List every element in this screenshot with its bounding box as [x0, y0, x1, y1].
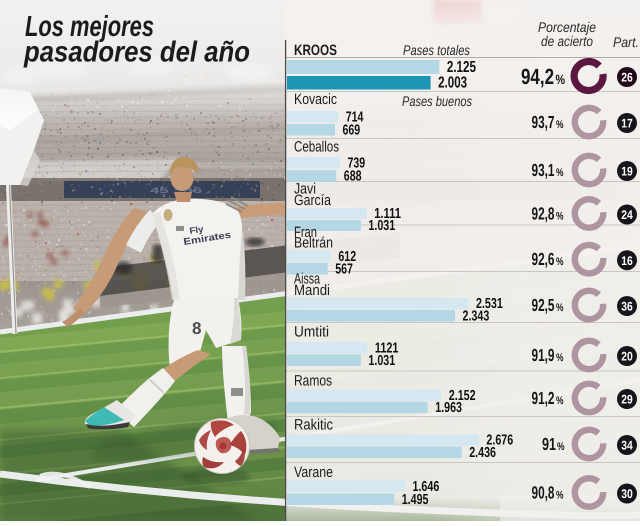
svg-text:45 : 36: 45 : 36: [150, 186, 203, 195]
svg-text:93,1: 93,1: [532, 160, 555, 180]
svg-text:2.125: 2.125: [447, 59, 476, 76]
svg-text:Varane: Varane: [294, 464, 333, 481]
svg-text:Pases buenos: Pases buenos: [402, 93, 472, 109]
svg-text:%: %: [556, 352, 564, 364]
svg-text:%: %: [556, 211, 564, 223]
svg-text:91: 91: [542, 434, 556, 454]
svg-text:688: 688: [344, 169, 362, 185]
svg-text:92,5: 92,5: [532, 295, 555, 315]
svg-text:de acierto: de acierto: [541, 33, 593, 49]
svg-text:8: 8: [192, 319, 201, 338]
svg-text:30: 30: [621, 487, 633, 501]
svg-text:93,7: 93,7: [532, 112, 555, 132]
svg-text:2.343: 2.343: [463, 309, 490, 325]
svg-text:17: 17: [621, 117, 633, 131]
svg-text:KROOS: KROOS: [294, 42, 337, 59]
svg-text:Fly: Fly: [189, 224, 204, 236]
svg-text:19: 19: [621, 165, 633, 179]
svg-text:34: 34: [621, 439, 633, 453]
svg-text:%: %: [556, 395, 564, 407]
svg-text:1.646: 1.646: [413, 479, 440, 495]
svg-text:2.436: 2.436: [469, 445, 496, 461]
svg-text:36: 36: [621, 300, 633, 314]
svg-text:2.152: 2.152: [449, 388, 476, 404]
svg-text:%: %: [556, 490, 564, 502]
svg-text:Rakitic: Rakitic: [294, 417, 333, 434]
svg-text:1.495: 1.495: [402, 492, 429, 508]
svg-text:%: %: [556, 167, 564, 179]
svg-text:%: %: [556, 72, 566, 87]
svg-text:94,2: 94,2: [521, 64, 554, 89]
svg-text:739: 739: [348, 156, 366, 172]
svg-text:Pases totales: Pases totales: [403, 42, 470, 58]
svg-text:29: 29: [621, 393, 633, 407]
svg-text:2.676: 2.676: [486, 433, 513, 449]
svg-text:24: 24: [621, 208, 633, 222]
svg-text:714: 714: [346, 110, 364, 126]
svg-text:%: %: [556, 302, 564, 314]
svg-text:%: %: [556, 256, 564, 268]
svg-text:Porcentaje: Porcentaje: [538, 19, 596, 35]
svg-text:Umtiti: Umtiti: [294, 324, 329, 341]
svg-text:612: 612: [338, 249, 356, 265]
svg-text:Mandi: Mandi: [294, 282, 330, 299]
svg-text:92,8: 92,8: [532, 204, 555, 224]
svg-text:91,2: 91,2: [532, 388, 555, 408]
svg-text:Ramos: Ramos: [294, 372, 332, 389]
svg-text:Beltrán: Beltrán: [294, 235, 333, 252]
svg-text:Javi: Javi: [294, 180, 316, 197]
svg-text:567: 567: [335, 262, 353, 278]
svg-text:García: García: [294, 192, 332, 209]
svg-text:1121: 1121: [375, 341, 399, 357]
svg-text:2.003: 2.003: [438, 74, 467, 91]
svg-text:Aissa: Aissa: [294, 271, 320, 288]
svg-text:1.031: 1.031: [368, 218, 395, 234]
svg-text:16: 16: [621, 254, 633, 268]
svg-text:Kovacic: Kovacic: [294, 91, 337, 108]
svg-text:92,6: 92,6: [532, 249, 555, 269]
svg-text:90,8: 90,8: [532, 483, 555, 503]
svg-text:1.031: 1.031: [368, 353, 395, 369]
svg-text:Fran: Fran: [294, 224, 317, 241]
svg-text:2.531: 2.531: [476, 296, 503, 312]
svg-text:Part.: Part.: [613, 34, 639, 50]
svg-text:26: 26: [621, 71, 633, 85]
svg-text:%: %: [556, 119, 564, 131]
svg-text:pasadores del año: pasadores del año: [23, 37, 250, 69]
svg-text:669: 669: [343, 123, 361, 139]
svg-text:Los mejores: Los mejores: [25, 11, 154, 43]
svg-text:91,9: 91,9: [532, 345, 555, 365]
svg-text:Ceballos: Ceballos: [294, 139, 339, 156]
svg-text:%: %: [557, 441, 565, 453]
svg-text:20: 20: [621, 350, 633, 364]
svg-text:1.963: 1.963: [435, 400, 462, 416]
svg-text:1.111: 1.111: [374, 206, 401, 222]
